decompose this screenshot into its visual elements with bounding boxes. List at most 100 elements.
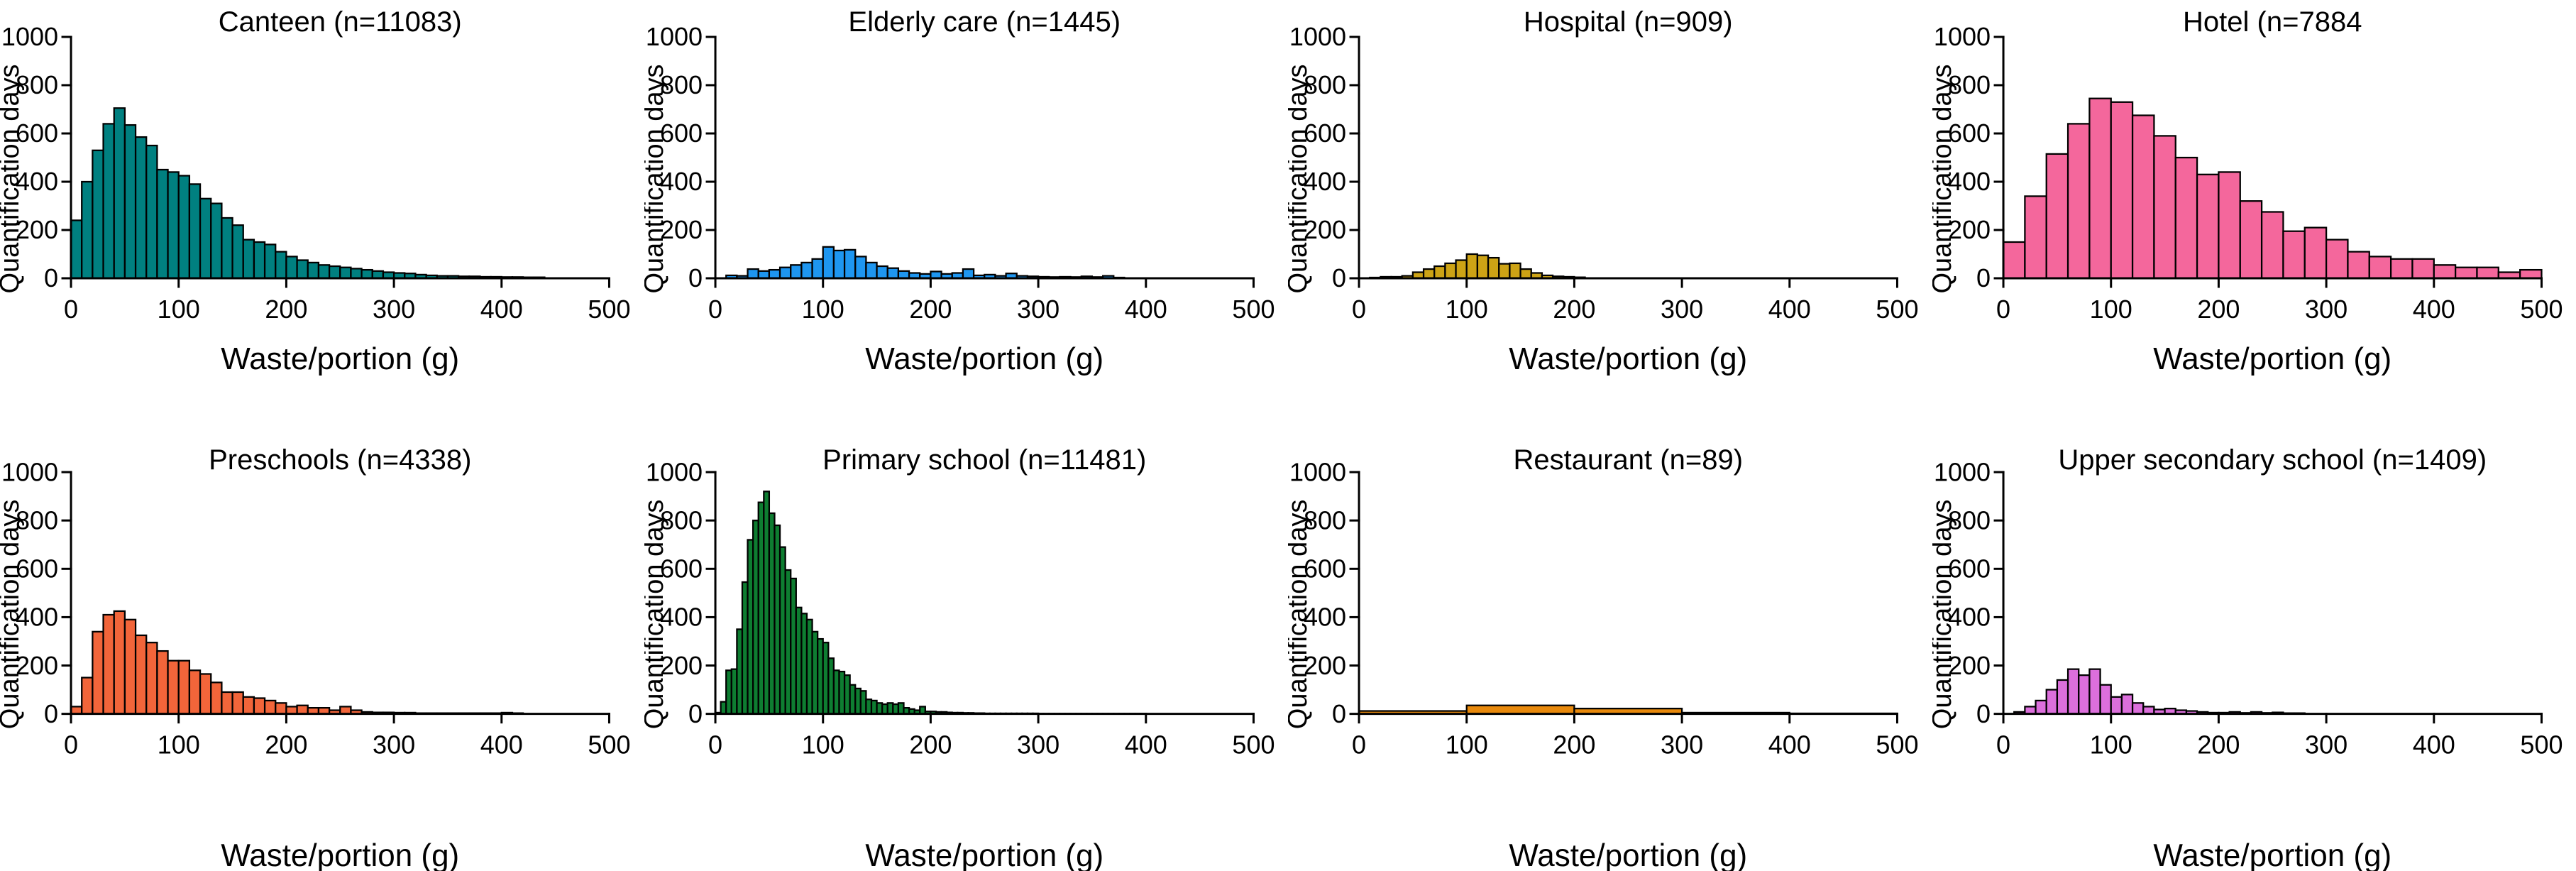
histogram-bar [810, 258, 824, 280]
x-tick-label: 300 [1017, 730, 1059, 760]
y-tick-label: 800 [1947, 505, 1990, 535]
x-tick-label: 300 [1017, 295, 1059, 324]
y-axis-label: Quantification days [0, 500, 25, 730]
y-tick-label: 400 [16, 603, 58, 632]
x-tick-label: 0 [708, 295, 722, 324]
x-tick-label: 100 [2089, 295, 2132, 324]
y-tick-label: 1000 [1933, 457, 1990, 486]
y-tick-label: 1000 [1933, 22, 1990, 51]
y-tick-label: 400 [1304, 603, 1346, 632]
x-tick-label: 0 [1352, 295, 1366, 324]
histogram-panel-canteen: 0 200 400 600 800 1000 0 100 200 300 400 500 Canteen… [0, 0, 644, 435]
histogram-bar [746, 268, 759, 280]
histogram-panel-primary-school: 0 200 400 600 800 1000 0 100 200 300 400 500 Primary… [644, 435, 1289, 871]
x-tick-label: 400 [2412, 295, 2455, 324]
x-tick-label: 500 [588, 730, 630, 760]
bars-group [70, 107, 546, 280]
histogram-svg-restaurant: 0 200 400 600 800 1000 0 100 200 300 400 500 Restaur… [1288, 444, 1919, 871]
y-tick-label: 600 [1304, 554, 1346, 584]
histogram-panel-upper-secondary-school: 0 200 400 600 800 1000 0 100 200 300 400 500 Upper s… [1932, 435, 2576, 871]
x-tick-label: 200 [2197, 295, 2240, 324]
histogram-bar [307, 261, 320, 280]
histogram-panel-hospital: 0 200 400 600 800 1000 0 100 200 300 400 500 Hospita… [1288, 0, 1932, 435]
histogram-panel-preschools: 0 200 400 600 800 1000 0 100 200 300 400 500 Prescho… [0, 435, 644, 871]
histogram-panel-hotel: 0 200 400 600 800 1000 0 100 200 300 400 500 Hotel (… [1932, 0, 2576, 435]
y-tick-label: 0 [1976, 699, 1991, 728]
histogram-bar [768, 268, 781, 280]
histogram-bar [2196, 173, 2220, 280]
chart-title: Hospital (n=909) [1524, 6, 1733, 38]
histogram-bar [881, 703, 888, 715]
histogram-bar [886, 267, 899, 280]
y-axis-label: Quantification days [1932, 64, 1957, 293]
chart-title: Canteen (n=11083) [219, 6, 462, 38]
histogram-bar [2131, 702, 2144, 715]
histogram-bar [221, 217, 233, 280]
histogram-bar [242, 696, 255, 715]
histogram-bar [339, 706, 352, 715]
histogram-bar [784, 569, 791, 715]
histogram-bar [2110, 101, 2133, 280]
y-tick-label: 800 [1304, 70, 1346, 99]
histogram-bar [1509, 262, 1521, 280]
histogram-bar [275, 702, 287, 715]
x-tick-label: 500 [588, 295, 630, 324]
histogram-bar [113, 107, 126, 280]
x-axis-label: Waste/portion (g) [2153, 838, 2391, 871]
histogram-bar [1519, 268, 1532, 280]
histogram-bar [113, 610, 126, 715]
histogram-bar [2325, 239, 2349, 280]
y-tick-label: 0 [688, 263, 703, 292]
histogram-bar [962, 268, 974, 280]
x-tick-label: 200 [265, 295, 307, 324]
y-tick-label: 400 [1947, 167, 1990, 196]
axes [61, 35, 610, 288]
histogram-svg-preschools: 0 200 400 600 800 1000 0 100 200 300 400 500 Prescho… [0, 444, 631, 871]
histogram-bar [2066, 123, 2091, 280]
histogram-bar [1433, 265, 1446, 280]
histogram-bar [2142, 706, 2155, 715]
histogram-bar [854, 687, 862, 715]
histogram-bar [339, 266, 352, 280]
y-tick-label: 800 [659, 505, 702, 535]
histogram-svg-upper-secondary-school: 0 200 400 600 800 1000 0 100 200 300 400 500 Upper s… [1932, 444, 2563, 871]
chart-title: Elderly care (n=1445) [848, 6, 1121, 38]
histogram-bar [757, 270, 770, 280]
y-tick-label: 600 [1947, 119, 1990, 148]
histogram-bar [2023, 706, 2037, 715]
histogram-bar [897, 270, 910, 280]
histogram-bar [2411, 258, 2435, 280]
histogram-bar [762, 491, 770, 715]
y-axis-label: Quantification days [1932, 500, 1957, 730]
histogram-svg-canteen: 0 200 400 600 800 1000 0 100 200 300 400 500 Canteen… [0, 6, 631, 376]
histogram-bar [1498, 263, 1511, 280]
chart-title: Hotel (n=7884 [2183, 6, 2362, 38]
x-tick-label: 100 [158, 730, 200, 760]
x-axis-label: Waste/portion (g) [221, 838, 459, 871]
x-tick-label: 500 [2520, 295, 2563, 324]
histogram-bar [843, 674, 851, 715]
histogram-bar [296, 704, 309, 715]
histogram-bar [2088, 97, 2112, 280]
bars-group [70, 610, 524, 715]
y-tick-label: 600 [1947, 554, 1990, 584]
histogram-bar [757, 501, 764, 715]
x-tick-label: 500 [1876, 295, 1918, 324]
histogram-bar [210, 681, 223, 715]
bars-group [1358, 704, 1898, 715]
x-tick-label: 100 [158, 295, 200, 324]
x-axis-label: Waste/portion (g) [865, 838, 1103, 871]
histogram-bar [253, 241, 266, 280]
y-tick-label: 400 [16, 167, 58, 196]
histogram-bar [2110, 696, 2123, 715]
histogram-bar [816, 637, 824, 715]
y-tick-label: 800 [16, 505, 58, 535]
x-tick-label: 400 [1768, 295, 1811, 324]
x-tick-label: 0 [1996, 295, 2010, 324]
histogram-bar [328, 265, 341, 280]
x-tick-label: 300 [1661, 730, 1703, 760]
histogram-bar [242, 239, 255, 280]
x-tick-label: 0 [64, 730, 78, 760]
histogram-bar [92, 149, 104, 280]
x-axis-label: Waste/portion (g) [2153, 341, 2391, 376]
